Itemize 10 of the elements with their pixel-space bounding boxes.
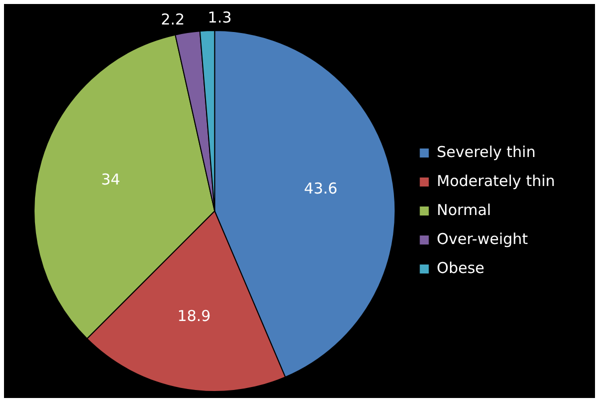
legend-label: Moderately thin: [436, 172, 556, 190]
legend-label: Obese: [436, 258, 484, 277]
data-label: 34: [101, 170, 120, 189]
data-label: 18.9: [177, 307, 211, 326]
legend-label: Over-weight: [436, 230, 528, 248]
legend-label: Normal: [436, 200, 492, 219]
data-label: 43.6: [304, 179, 338, 198]
data-label: 2.2: [160, 10, 185, 29]
data-label: 1.3: [208, 8, 232, 27]
legend-label: Severely thin: [436, 142, 536, 161]
